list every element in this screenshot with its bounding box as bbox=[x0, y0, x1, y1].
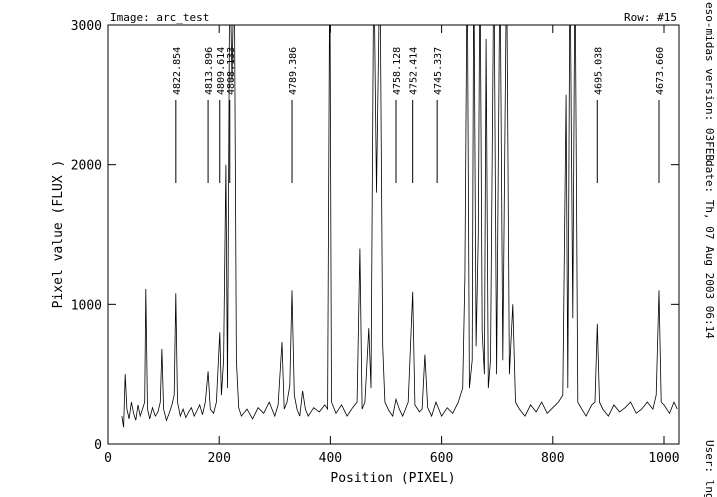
y-tick-label: 2000 bbox=[71, 159, 102, 174]
annotation-label: 4673.660 bbox=[655, 47, 666, 95]
annotation-label: 4809.614 bbox=[216, 47, 227, 95]
annotation-label: 4789.386 bbox=[288, 47, 299, 95]
x-tick-label: 600 bbox=[430, 451, 453, 466]
x-tick-label: 1000 bbox=[648, 451, 679, 466]
x-tick-label: 0 bbox=[104, 451, 112, 466]
annotation-label: 4822.854 bbox=[172, 47, 183, 95]
annotation-label: 4813.896 bbox=[204, 47, 215, 95]
x-tick-label: 800 bbox=[541, 451, 564, 466]
annotation-label: 4745.337 bbox=[433, 47, 444, 95]
plot-frame bbox=[107, 24, 680, 445]
spectrum-line bbox=[121, 25, 678, 428]
annotation-label: 4808.133 bbox=[226, 47, 237, 95]
y-tick-label: 1000 bbox=[71, 298, 102, 313]
side-text: date: Th, 07 Aug 2003 06:14 bbox=[703, 160, 716, 339]
y-tick-label: 3000 bbox=[71, 19, 102, 34]
header-right: Row: #15 bbox=[624, 11, 677, 24]
y-tick-label: 0 bbox=[94, 438, 102, 453]
side-text: eso-midas version: 03FEB bbox=[703, 2, 716, 161]
y-axis-label: Pixel value (FLUX ) bbox=[51, 160, 66, 309]
side-text: User: lng bbox=[703, 440, 716, 497]
annotation-label: 4758.128 bbox=[392, 47, 403, 95]
x-axis-label: Position (PIXEL) bbox=[330, 471, 455, 486]
x-tick-label: 200 bbox=[207, 451, 230, 466]
x-tick-label: 400 bbox=[319, 451, 342, 466]
header-left: Image: arc_test bbox=[110, 11, 209, 24]
annotation-label: 4752.414 bbox=[409, 47, 420, 95]
annotation-label: 4695.038 bbox=[593, 47, 604, 95]
